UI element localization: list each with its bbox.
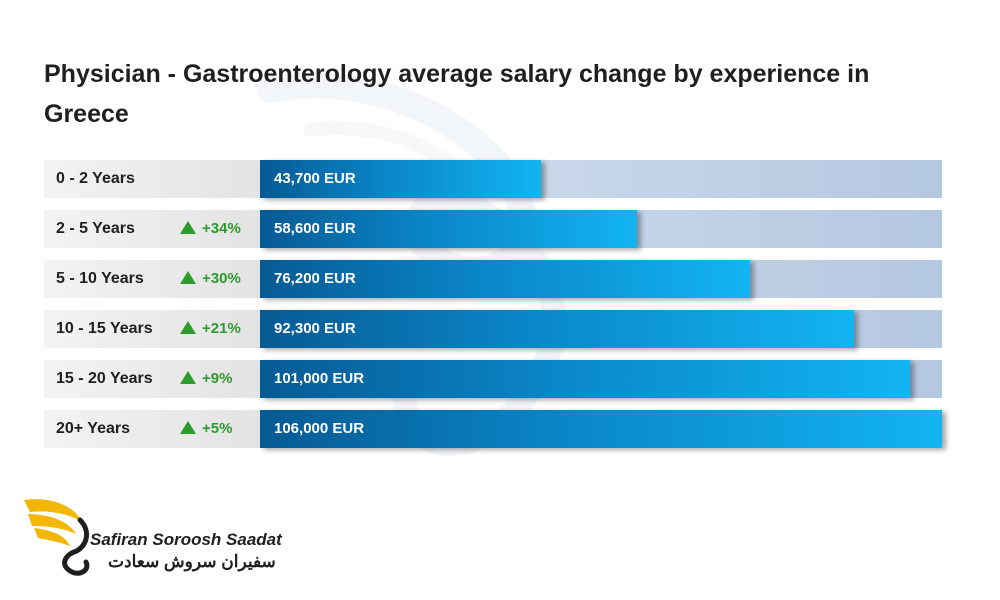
salary-bar: 76,200 EUR — [260, 260, 750, 298]
up-arrow-icon — [180, 271, 196, 284]
chart-row: 0 - 2 Years 43,700 EUR — [44, 160, 942, 198]
bar-value-label: 43,700 EUR — [274, 170, 356, 187]
bar-value-label: 76,200 EUR — [274, 270, 356, 287]
up-arrow-icon — [180, 421, 196, 434]
change-indicator: +34% — [180, 210, 241, 248]
bar-track: 101,000 EUR — [260, 360, 942, 398]
salary-bar: 58,600 EUR — [260, 210, 637, 248]
salary-bar: 92,300 EUR — [260, 310, 854, 348]
salary-bar: 101,000 EUR — [260, 360, 910, 398]
logo-name-english: Safiran Soroosh Saadat — [90, 530, 282, 549]
change-indicator: +30% — [180, 260, 241, 298]
change-percent: +9% — [202, 370, 233, 387]
chart-row: 10 - 15 Years +21% 92,300 EUR — [44, 310, 942, 348]
bar-track: 58,600 EUR — [260, 210, 942, 248]
change-indicator: +5% — [180, 410, 232, 448]
up-arrow-icon — [180, 221, 196, 234]
row-label-cell: 10 - 15 Years +21% — [44, 310, 260, 348]
salary-bar: 43,700 EUR — [260, 160, 541, 198]
company-logo: Safiran Soroosh Saadat سفیران سروش سعادت — [20, 492, 320, 582]
bar-value-label: 58,600 EUR — [274, 220, 356, 237]
row-label-cell: 15 - 20 Years +9% — [44, 360, 260, 398]
change-percent: +5% — [202, 420, 233, 437]
row-label-cell: 0 - 2 Years — [44, 160, 260, 198]
bar-value-label: 101,000 EUR — [274, 370, 365, 387]
chart-row: 15 - 20 Years +9% 101,000 EUR — [44, 360, 942, 398]
chart-title: Physician - Gastroenterology average sal… — [44, 60, 870, 128]
bar-track: 92,300 EUR — [260, 310, 942, 348]
change-percent: +34% — [202, 220, 241, 237]
category-label: 20+ Years — [56, 420, 131, 437]
category-label: 5 - 10 Years — [56, 270, 144, 287]
row-label-cell: 2 - 5 Years +34% — [44, 210, 260, 248]
salary-bar: 106,000 EUR — [260, 410, 942, 448]
category-label: 10 - 15 Years — [56, 320, 153, 337]
row-label-cell: 20+ Years +5% — [44, 410, 260, 448]
wing-logo-icon — [24, 499, 90, 576]
up-arrow-icon — [180, 371, 196, 384]
up-arrow-icon — [180, 321, 196, 334]
category-label: 15 - 20 Years — [56, 370, 153, 387]
change-indicator: +9% — [180, 360, 232, 398]
bar-value-label: 106,000 EUR — [274, 420, 365, 437]
logo-name-persian: سفیران سروش سعادت — [108, 552, 276, 571]
change-percent: +21% — [202, 320, 241, 337]
bar-track: 76,200 EUR — [260, 260, 942, 298]
category-label: 0 - 2 Years — [56, 170, 135, 187]
bar-track: 43,700 EUR — [260, 160, 942, 198]
change-percent: +30% — [202, 270, 241, 287]
chart-row: 2 - 5 Years +34% 58,600 EUR — [44, 210, 942, 248]
chart-row: 5 - 10 Years +30% 76,200 EUR — [44, 260, 942, 298]
chart-row: 20+ Years +5% 106,000 EUR — [44, 410, 942, 448]
bar-track: 106,000 EUR — [260, 410, 942, 448]
bar-value-label: 92,300 EUR — [274, 320, 356, 337]
category-label: 2 - 5 Years — [56, 220, 135, 237]
row-label-cell: 5 - 10 Years +30% — [44, 260, 260, 298]
change-indicator: +21% — [180, 310, 241, 348]
